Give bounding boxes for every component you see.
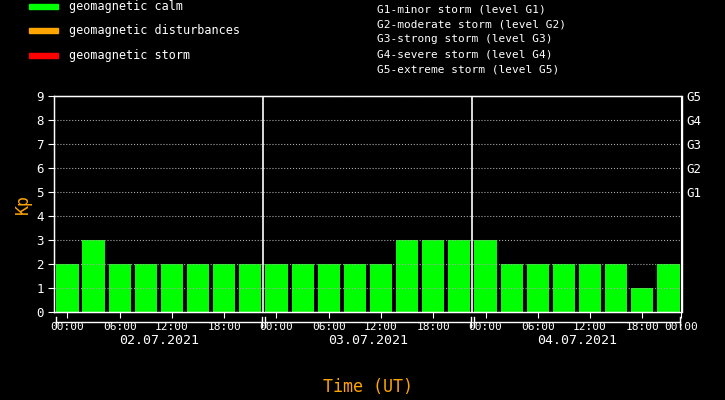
Bar	[448, 240, 471, 312]
Bar	[187, 264, 210, 312]
Bar	[29, 28, 58, 33]
Text: G5-extreme storm (level G5): G5-extreme storm (level G5)	[377, 64, 559, 74]
Text: 03.07.2021: 03.07.2021	[328, 334, 408, 348]
Bar	[57, 264, 78, 312]
Text: G3-strong storm (level G3): G3-strong storm (level G3)	[377, 34, 552, 44]
Bar	[344, 264, 366, 312]
Bar	[552, 264, 575, 312]
Bar	[109, 264, 130, 312]
Bar	[161, 264, 183, 312]
Bar	[265, 264, 288, 312]
Text: geomagnetic disturbances: geomagnetic disturbances	[69, 24, 239, 37]
Text: G2-moderate storm (level G2): G2-moderate storm (level G2)	[377, 19, 566, 29]
Bar	[422, 240, 444, 312]
Text: Time (UT): Time (UT)	[323, 378, 413, 396]
Bar	[474, 240, 497, 312]
Bar	[500, 264, 523, 312]
Bar	[658, 264, 679, 312]
Bar	[29, 4, 58, 8]
Bar	[526, 264, 549, 312]
Bar	[318, 264, 340, 312]
Bar	[631, 288, 653, 312]
Text: geomagnetic storm: geomagnetic storm	[69, 49, 190, 62]
Y-axis label: Kp: Kp	[14, 194, 33, 214]
Bar	[239, 264, 262, 312]
Bar	[29, 53, 58, 58]
Text: G4-severe storm (level G4): G4-severe storm (level G4)	[377, 49, 552, 59]
Bar	[291, 264, 314, 312]
Bar	[396, 240, 418, 312]
Bar	[83, 240, 104, 312]
Text: G1-minor storm (level G1): G1-minor storm (level G1)	[377, 4, 546, 14]
Bar	[370, 264, 392, 312]
Bar	[579, 264, 601, 312]
Text: 02.07.2021: 02.07.2021	[119, 334, 199, 348]
Text: 04.07.2021: 04.07.2021	[537, 334, 617, 348]
Bar	[605, 264, 627, 312]
Text: geomagnetic calm: geomagnetic calm	[69, 0, 183, 13]
Bar	[213, 264, 236, 312]
Bar	[135, 264, 157, 312]
